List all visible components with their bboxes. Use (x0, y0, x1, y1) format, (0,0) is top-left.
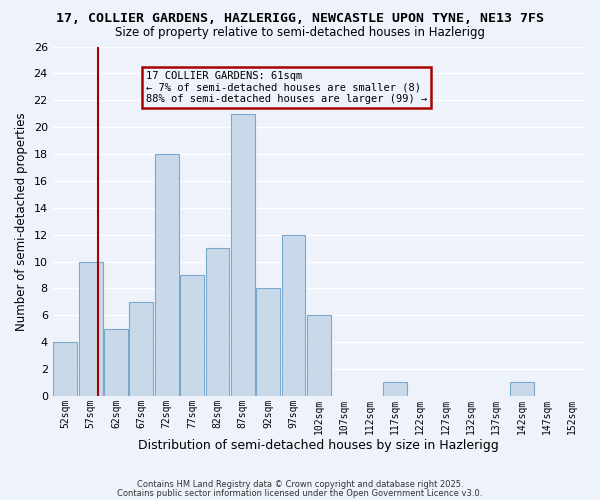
Bar (53, 342, 77, 396)
X-axis label: Distribution of semi-detached houses by size in Hazlerigg: Distribution of semi-detached houses by … (139, 440, 499, 452)
Text: 17, COLLIER GARDENS, HAZLERIGG, NEWCASTLE UPON TYNE, NE13 7FS: 17, COLLIER GARDENS, HAZLERIGG, NEWCASTL… (56, 12, 544, 26)
Bar (104, 328, 128, 396)
Bar (180, 275, 204, 396)
Y-axis label: Number of semi-detached properties: Number of semi-detached properties (15, 112, 28, 330)
Text: Contains public sector information licensed under the Open Government Licence v3: Contains public sector information licen… (118, 488, 482, 498)
Bar (281, 234, 305, 396)
Bar (256, 288, 280, 396)
Bar (231, 114, 254, 396)
Bar (510, 382, 533, 396)
Bar (130, 302, 154, 396)
Bar (206, 248, 229, 396)
Text: 17 COLLIER GARDENS: 61sqm
← 7% of semi-detached houses are smaller (8)
88% of se: 17 COLLIER GARDENS: 61sqm ← 7% of semi-d… (146, 71, 427, 104)
Bar (383, 382, 407, 396)
Text: Contains HM Land Registry data © Crown copyright and database right 2025.: Contains HM Land Registry data © Crown c… (137, 480, 463, 489)
Bar (79, 262, 103, 396)
Bar (307, 316, 331, 396)
Text: Size of property relative to semi-detached houses in Hazlerigg: Size of property relative to semi-detach… (115, 26, 485, 39)
Bar (155, 154, 179, 396)
